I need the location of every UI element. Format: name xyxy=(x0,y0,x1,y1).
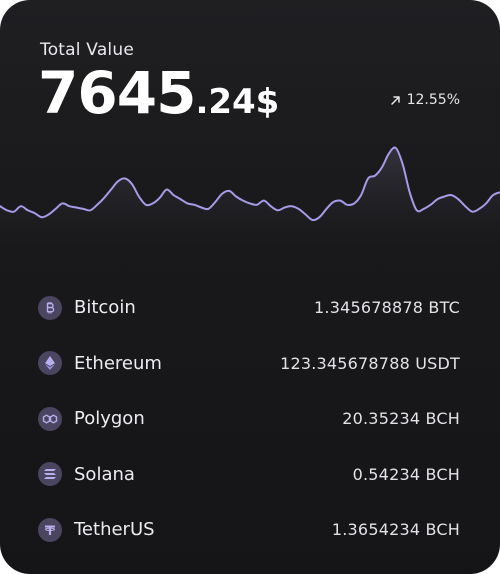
polygon-icon xyxy=(38,406,62,431)
asset-row-bitcoin[interactable]: Bitcoin 1.345678878 BTC xyxy=(38,280,460,336)
change-indicator: 12.55% xyxy=(390,92,460,108)
ethereum-icon xyxy=(38,351,62,376)
asset-amount: 1.345678878 BTC xyxy=(314,298,460,318)
asset-row-tetherus[interactable]: TetherUS 1.3654234 BCH xyxy=(38,502,460,558)
asset-name: Ethereum xyxy=(74,352,162,374)
asset-name: Bitcoin xyxy=(74,297,136,319)
asset-amount: 1.3654234 BCH xyxy=(331,520,460,540)
chart-line xyxy=(0,146,500,222)
asset-row-ethereum[interactable]: Ethereum 123.345678788 USDT xyxy=(38,336,460,392)
total-value-fraction: .24$ xyxy=(195,82,280,122)
value-chart xyxy=(0,146,500,260)
total-value-label: Total Value xyxy=(40,40,134,60)
asset-name: Solana xyxy=(74,463,135,485)
arrow-up-right-icon xyxy=(390,95,401,106)
tether-icon xyxy=(38,517,62,542)
solana-icon xyxy=(38,462,62,487)
asset-amount: 123.345678788 USDT xyxy=(280,353,460,373)
bitcoin-icon xyxy=(38,295,62,320)
asset-row-solana[interactable]: Solana 0.54234 BCH xyxy=(38,447,460,503)
change-percent: 12.55% xyxy=(406,92,460,108)
asset-amount: 0.54234 BCH xyxy=(352,464,460,484)
asset-name: Polygon xyxy=(74,408,145,430)
total-value: 7645.24$ xyxy=(38,64,279,122)
asset-row-polygon[interactable]: Polygon 20.35234 BCH xyxy=(38,391,460,447)
total-value-main: 7645 xyxy=(38,59,196,127)
asset-amount: 20.35234 BCH xyxy=(342,409,460,429)
asset-name: TetherUS xyxy=(74,519,155,541)
asset-list: Bitcoin 1.345678878 BTC Ethereum 123.345… xyxy=(38,280,460,558)
